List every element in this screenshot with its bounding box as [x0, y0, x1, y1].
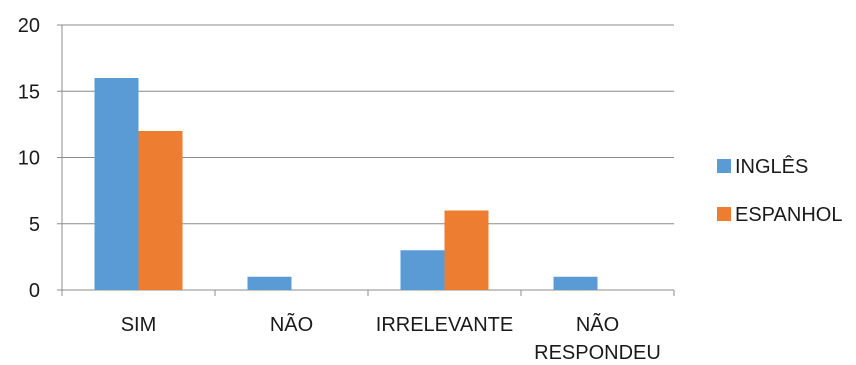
y-tick-label: 5: [29, 214, 40, 236]
bars: [94, 78, 598, 290]
bar-espanhol: [138, 131, 183, 290]
y-tick-label: 20: [18, 15, 40, 37]
y-tick-label: 10: [18, 148, 40, 170]
y-tick-label: 15: [18, 81, 40, 103]
x-category-label: NÃO: [270, 312, 313, 336]
legend-swatch-espanhol: [717, 207, 731, 221]
x-category-label: IRRELEVANTE: [376, 314, 513, 336]
legend-label: INGLÊS: [735, 155, 808, 178]
bar-inglês: [400, 250, 445, 290]
y-tick-label: 0: [29, 280, 40, 302]
legend-swatch-inglês: [717, 159, 731, 173]
legend: INGLÊS ESPANHOL: [717, 155, 842, 226]
bar-espanhol: [444, 210, 489, 290]
x-category-label: NÃO: [576, 312, 619, 336]
bar-inglês: [94, 78, 139, 290]
x-category-label: RESPONDEU: [534, 342, 661, 364]
x-category-label: SIM: [121, 314, 157, 336]
axis-labels: 0 5 10 15 20 SIM NÃO IRRELEVANTE NÃO RESPONDEU: [18, 15, 661, 364]
legend-label: ESPANHOL: [735, 204, 842, 226]
bar-inglês: [247, 276, 292, 290]
bar-inglês: [553, 276, 598, 290]
